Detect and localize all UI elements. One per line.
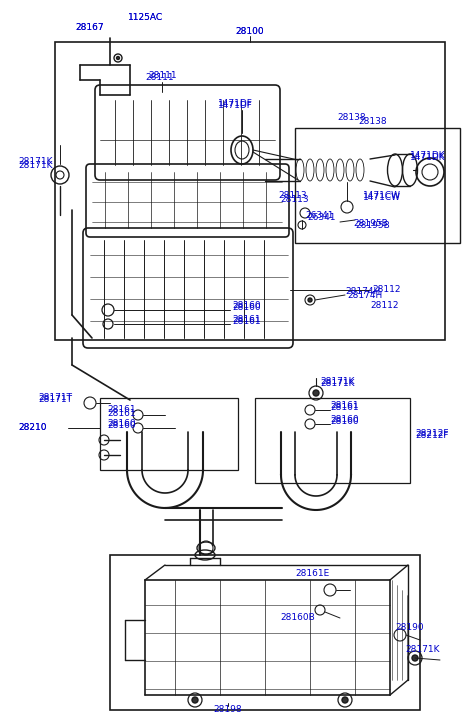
Text: 28138: 28138 xyxy=(357,118,386,126)
Circle shape xyxy=(307,298,311,302)
Text: 28171K: 28171K xyxy=(18,158,52,166)
Text: 28160: 28160 xyxy=(232,302,260,310)
Bar xyxy=(255,398,409,483)
Text: 28171T: 28171T xyxy=(38,395,72,404)
Text: 28212F: 28212F xyxy=(414,430,448,440)
Text: 28210: 28210 xyxy=(18,424,46,433)
Text: 28113: 28113 xyxy=(279,196,308,204)
Bar xyxy=(100,398,238,470)
Text: 28171K: 28171K xyxy=(18,161,52,169)
Text: 1471DK: 1471DK xyxy=(409,150,444,159)
Text: 28210: 28210 xyxy=(18,424,46,433)
Text: 1471CW: 1471CW xyxy=(362,190,400,199)
Text: 28195B: 28195B xyxy=(354,220,389,230)
Text: 28161: 28161 xyxy=(329,401,358,411)
Text: 28161: 28161 xyxy=(107,406,135,414)
Text: 28195B: 28195B xyxy=(352,219,387,228)
Bar xyxy=(55,42,444,340)
Text: 26341: 26341 xyxy=(307,214,335,222)
Text: 28212F: 28212F xyxy=(414,428,448,438)
Text: 1471DF: 1471DF xyxy=(218,100,252,110)
Text: 28160: 28160 xyxy=(232,303,260,313)
Text: 28171K: 28171K xyxy=(319,379,354,387)
Text: 28100: 28100 xyxy=(235,28,264,36)
Text: 28112: 28112 xyxy=(371,286,400,294)
Text: 28160: 28160 xyxy=(329,417,358,427)
Text: 28171T: 28171T xyxy=(38,393,72,403)
Text: 28112: 28112 xyxy=(369,300,398,310)
Circle shape xyxy=(313,390,319,396)
Text: 1471CW: 1471CW xyxy=(362,193,400,203)
Text: 28160: 28160 xyxy=(107,422,135,430)
Text: 28171K: 28171K xyxy=(319,377,354,387)
Text: 28161: 28161 xyxy=(107,409,135,417)
Text: 28198: 28198 xyxy=(213,705,242,715)
Text: 1125AC: 1125AC xyxy=(128,14,163,23)
Text: 28113: 28113 xyxy=(277,191,306,201)
Text: 28161E: 28161E xyxy=(294,569,329,577)
Text: 28167: 28167 xyxy=(75,23,103,33)
Text: 28160: 28160 xyxy=(329,416,358,425)
Text: 28161: 28161 xyxy=(329,403,358,412)
Text: 28100: 28100 xyxy=(235,28,264,36)
Text: 28111: 28111 xyxy=(148,71,176,79)
Bar xyxy=(110,555,419,710)
Circle shape xyxy=(192,697,198,703)
Text: 28160: 28160 xyxy=(107,419,135,427)
Circle shape xyxy=(411,655,417,661)
Text: 1125AC: 1125AC xyxy=(128,14,163,23)
Text: 28161: 28161 xyxy=(232,318,260,326)
Bar xyxy=(294,128,459,243)
Circle shape xyxy=(341,697,347,703)
Text: 1471DF: 1471DF xyxy=(218,98,252,108)
Text: 28174H: 28174H xyxy=(346,291,382,300)
Text: 28160B: 28160B xyxy=(279,614,314,622)
Text: 28171K: 28171K xyxy=(404,646,438,654)
Text: 26341: 26341 xyxy=(304,211,333,220)
Text: 28174H: 28174H xyxy=(344,287,380,297)
Text: 1471DK: 1471DK xyxy=(409,153,444,163)
Text: 28111: 28111 xyxy=(144,73,173,82)
Text: 28138: 28138 xyxy=(337,113,365,123)
Text: 28161: 28161 xyxy=(232,316,260,324)
Text: 28167: 28167 xyxy=(75,23,103,33)
Text: 28190: 28190 xyxy=(394,624,423,632)
Circle shape xyxy=(116,57,119,60)
